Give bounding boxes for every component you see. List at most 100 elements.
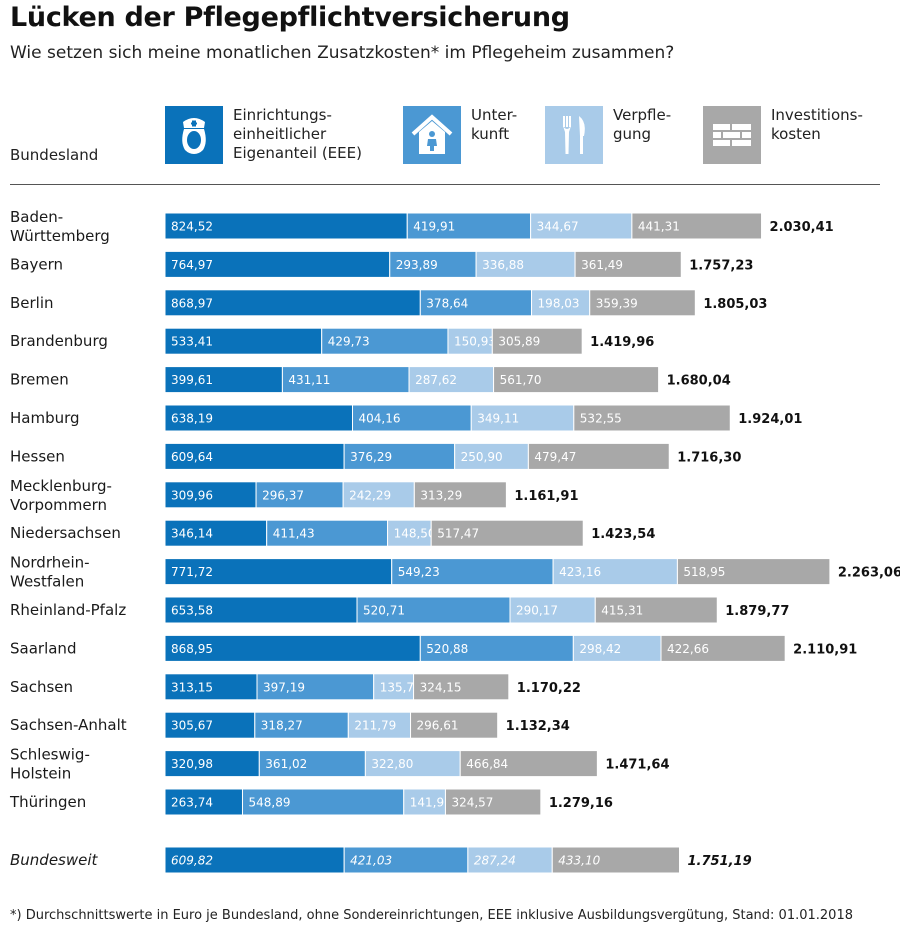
bar-segment-nordrhein-westfalen-3 bbox=[552, 558, 678, 586]
segment-value-brandenburg-2: 429,73 bbox=[328, 335, 370, 349]
category-label-sachsen: Sachsen bbox=[10, 678, 73, 696]
segment-value-saarland-4: 422,66 bbox=[667, 642, 709, 656]
segment-value-hessen-3: 250,90 bbox=[461, 450, 503, 464]
bar-segment-sachsen-anhalt-2 bbox=[254, 711, 349, 739]
legend-label-unterkunft: Unter- kunft bbox=[471, 106, 518, 143]
legend-item-investition: Investitions- kosten bbox=[703, 106, 863, 164]
category-label-brandenburg: Brandenburg bbox=[10, 332, 108, 350]
bar-segment-berlin-3 bbox=[531, 289, 591, 317]
category-label-hamburg: Hamburg bbox=[10, 409, 80, 427]
segment-value-bundesweit-1: 609,82 bbox=[171, 854, 213, 868]
segment-value-hamburg-4: 532,55 bbox=[580, 412, 622, 426]
segment-value-sachsen-anhalt-2: 318,27 bbox=[261, 719, 303, 733]
segment-value-bremen-4: 561,70 bbox=[500, 373, 542, 387]
total-value-brandenburg: 1.419,96 bbox=[590, 335, 654, 350]
total-value-sachsen-anhalt: 1.132,34 bbox=[506, 719, 570, 734]
legend-item-unterkunft: Unter- kunft bbox=[403, 106, 517, 164]
segment-value-thüringen-2: 548,89 bbox=[248, 796, 290, 810]
total-value-berlin: 1.805,03 bbox=[703, 297, 767, 312]
bar-segment-sachsen-4 bbox=[413, 673, 510, 701]
total-value-hessen: 1.716,30 bbox=[677, 450, 741, 465]
segment-value-sachsen-anhalt-3: 211,79 bbox=[354, 719, 396, 733]
category-label-bayern: Bayern bbox=[10, 255, 63, 273]
bar-segment-rheinland-pfalz-1 bbox=[164, 596, 358, 624]
segment-value-nordrhein-westfalen-1: 771,72 bbox=[171, 565, 213, 579]
total-value-bremen: 1.680,04 bbox=[667, 374, 731, 389]
segment-value-bayern-2: 293,89 bbox=[396, 258, 438, 272]
bar-segment-nordrhein-westfalen-2 bbox=[391, 558, 554, 586]
bar-segment-schleswig-holstein-1 bbox=[164, 750, 260, 778]
bar-segment-niedersachsen-3 bbox=[387, 519, 432, 547]
segment-value-mecklenburg-vorpommern-4: 313,29 bbox=[420, 488, 462, 502]
bar-segment-thüringen-4 bbox=[444, 788, 542, 816]
bar-segment-niedersachsen-2 bbox=[266, 519, 389, 547]
segment-value-mecklenburg-vorpommern-2: 296,37 bbox=[262, 488, 304, 502]
segment-value-thüringen-3: 141,96 bbox=[410, 796, 452, 810]
segment-value-hessen-2: 376,29 bbox=[350, 450, 392, 464]
segment-value-nordrhein-westfalen-2: 549,23 bbox=[398, 565, 440, 579]
bar-segment-brandenburg-4 bbox=[491, 327, 583, 355]
segment-value-saarland-2: 520,88 bbox=[426, 642, 468, 656]
total-value-sachsen: 1.170,22 bbox=[517, 681, 581, 696]
header-divider bbox=[10, 184, 880, 185]
segment-value-berlin-1: 868,97 bbox=[171, 296, 213, 310]
bar-segment-nordrhein-westfalen-4 bbox=[676, 558, 831, 586]
segment-value-berlin-2: 378,64 bbox=[426, 296, 468, 310]
segment-value-baden-württemberg-4: 441,31 bbox=[638, 220, 680, 234]
category-label-sachsen-anhalt: Sachsen-Anhalt bbox=[10, 716, 127, 734]
category-label-berlin: Berlin bbox=[10, 294, 54, 312]
bar-segment-schleswig-holstein-4 bbox=[459, 750, 598, 778]
segment-value-bayern-4: 361,49 bbox=[581, 258, 623, 272]
bar-segment-sachsen-2 bbox=[256, 673, 375, 701]
bar-segment-mecklenburg-vorpommern-1 bbox=[164, 481, 257, 509]
bar-segment-baden-württemberg-4 bbox=[631, 212, 763, 240]
segment-value-rheinland-pfalz-4: 415,31 bbox=[601, 604, 643, 618]
bar-segment-saarland-4 bbox=[660, 634, 786, 662]
segment-value-hamburg-3: 349,11 bbox=[477, 412, 519, 426]
bar-segment-hamburg-3 bbox=[470, 404, 575, 432]
category-label-bundesweit: Bundesweit bbox=[10, 851, 99, 869]
legend-label-eee: Einrichtungs- einheitlicher Eigenanteil … bbox=[233, 106, 362, 162]
bar-segment-sachsen-anhalt-1 bbox=[164, 711, 256, 739]
bar-segment-mecklenburg-vorpommern-4 bbox=[413, 481, 507, 509]
bar-segment-baden-württemberg-3 bbox=[530, 212, 633, 240]
bar-segment-mecklenburg-vorpommern-2 bbox=[255, 481, 344, 509]
total-value-saarland: 2.110,91 bbox=[793, 642, 857, 657]
total-value-thüringen: 1.279,16 bbox=[549, 796, 613, 811]
segment-value-hamburg-1: 638,19 bbox=[171, 412, 213, 426]
category-label-rheinland-pfalz: Rheinland-Pfalz bbox=[10, 601, 126, 619]
segment-value-niedersachsen-4: 517,47 bbox=[437, 527, 479, 541]
segment-value-schleswig-holstein-2: 361,02 bbox=[265, 757, 307, 771]
segment-value-sachsen-3: 135,73 bbox=[380, 680, 422, 694]
total-value-bayern: 1.757,23 bbox=[689, 258, 753, 273]
nurse-icon bbox=[165, 106, 223, 164]
footnote: *) Durchschnittswerte in Euro je Bundesl… bbox=[10, 908, 853, 923]
segment-value-nordrhein-westfalen-3: 423,16 bbox=[559, 565, 601, 579]
category-label-bremen: Bremen bbox=[10, 371, 69, 389]
bar-segment-sachsen-anhalt-4 bbox=[410, 711, 499, 739]
segment-value-sachsen-2: 397,19 bbox=[263, 680, 305, 694]
category-label-nordrhein-westfalen: Nordrhein-Westfalen bbox=[10, 554, 90, 591]
bar-segment-sachsen-anhalt-3 bbox=[347, 711, 412, 739]
segment-value-bayern-3: 336,88 bbox=[482, 258, 524, 272]
segment-value-bundesweit-2: 421,03 bbox=[350, 854, 392, 868]
segment-value-bremen-3: 287,62 bbox=[415, 373, 457, 387]
bar-segment-bremen-4 bbox=[493, 366, 660, 394]
chart-subtitle: Wie setzen sich meine monatlichen Zusatz… bbox=[10, 43, 675, 63]
legend-label-investition: Investitions- kosten bbox=[771, 106, 863, 143]
bar-segment-bremen-3 bbox=[408, 366, 495, 394]
total-value-rheinland-pfalz: 1.879,77 bbox=[725, 604, 789, 619]
bar-segment-hessen-1 bbox=[164, 442, 345, 470]
segment-value-saarland-3: 298,42 bbox=[579, 642, 621, 656]
bar-segment-bayern-4 bbox=[574, 250, 682, 278]
cutlery-icon bbox=[545, 106, 603, 164]
bar-segment-baden-württemberg-1 bbox=[164, 212, 408, 240]
segment-value-baden-württemberg-2: 419,91 bbox=[413, 220, 455, 234]
bar-segment-niedersachsen-4 bbox=[430, 519, 584, 547]
bar-segment-bayern-3 bbox=[475, 250, 576, 278]
segment-value-brandenburg-1: 533,41 bbox=[171, 335, 213, 349]
segment-value-baden-württemberg-1: 824,52 bbox=[171, 220, 213, 234]
total-value-baden-württemberg: 2.030,41 bbox=[770, 220, 834, 235]
legend-header: Bundesland bbox=[10, 146, 99, 164]
segment-value-rheinland-pfalz-3: 290,17 bbox=[516, 604, 558, 618]
